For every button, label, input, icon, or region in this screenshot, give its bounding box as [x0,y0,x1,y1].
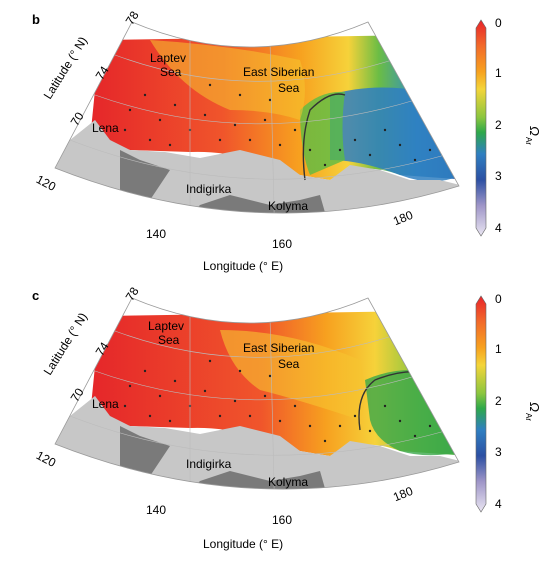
colorbar-b: 0 1 2 3 4 Ω Ar [475,16,542,237]
label-indigirka: Indigirka [186,182,232,196]
colorbar-tick: 1 [495,342,502,356]
map-area [55,22,459,214]
colorbar-tick: 1 [495,66,502,80]
label-laptev-sea: Sea [160,65,182,79]
colorbar-tick: 3 [495,169,502,183]
colorbar-tick: 3 [495,445,502,459]
colorbar-b-bar [475,19,487,237]
graticule [69,39,446,214]
lon-tick-120: 120 [34,172,59,194]
panel-b: b Laptev Sea [32,8,460,273]
station-dots [123,83,432,167]
lon-axis-label: Longitude (° E) [203,259,283,273]
colorbar-c: 0 1 2 3 4 Ω Ar [475,292,542,513]
colorbar-tick: 0 [495,16,502,30]
label-laptev-sea: Sea [158,333,180,347]
label-east-siberian: East Siberian [243,65,314,79]
map-area [55,298,459,490]
label-laptev: Laptev [148,319,184,333]
panel-letter: c [32,288,39,303]
label-kolyma: Kolyma [268,475,308,489]
colorbar-c-bar [475,295,487,513]
lon-tick-180: 180 [391,208,415,229]
colorbar-label-omega: Ω [527,126,542,136]
colorbar-label-sub: Ar [524,137,533,145]
label-indigirka: Indigirka [186,457,232,471]
colorbar-tick: 4 [495,497,502,511]
lat-axis-label: Latitude (° N) [41,34,90,101]
graticule [69,315,446,490]
label-lena: Lena [92,121,119,135]
colorbar-label: Ω Ar [524,126,542,145]
label-east-siberian-sea: Sea [278,81,300,95]
station-dots [123,359,432,443]
yellow-zone [220,330,365,420]
contour-line [302,93,346,181]
lon-tick-160: 160 [272,513,292,527]
colorbar-label: Ω Ar [524,402,542,421]
colorbar-label-omega: Ω [527,402,542,412]
colorbar-tick: 2 [495,118,502,132]
label-kolyma: Kolyma [268,199,308,213]
label-lena: Lena [92,397,119,411]
map-frame [54,297,460,490]
lon-tick-160: 160 [272,237,292,251]
lon-axis-label: Longitude (° E) [203,537,283,551]
colorbar-tick: 2 [495,394,502,408]
colorbar-tick: 0 [495,292,502,306]
colorbar-label-sub: Ar [524,413,533,421]
land [55,120,459,214]
colorbar-tick: 4 [495,221,502,235]
land [55,396,459,490]
map-frame [54,21,460,214]
lon-tick-120: 120 [34,448,59,470]
label-east-siberian-sea: Sea [278,357,300,371]
lon-tick-180: 180 [391,484,415,505]
land-dark [120,150,330,214]
contour-line [358,370,421,431]
panel-c: c Laptev Sea East Si [32,284,460,551]
green-zone [300,91,345,175]
lon-tick-140: 140 [146,503,166,517]
lat-axis-label: Latitude (° N) [41,310,90,377]
label-east-siberian: East Siberian [243,341,314,355]
land-dark [120,426,330,490]
lon-tick-140: 140 [146,227,166,241]
panel-letter: b [32,12,40,27]
label-laptev: Laptev [150,51,186,65]
